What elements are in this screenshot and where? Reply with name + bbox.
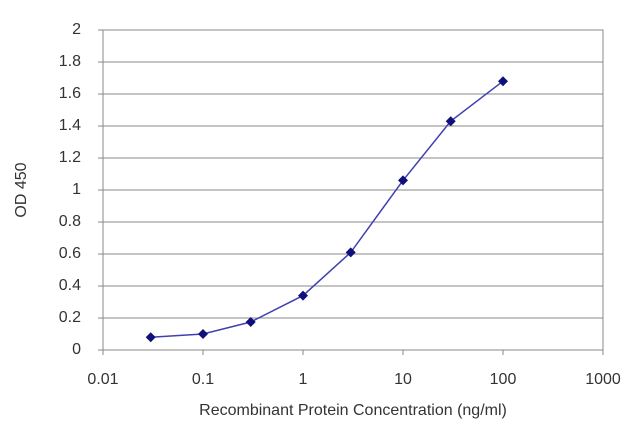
- y-tick-label: 0: [72, 341, 81, 358]
- y-tick-label: 1.8: [59, 53, 81, 70]
- data-point: [298, 290, 308, 301]
- x-tick-label: 0.01: [87, 371, 118, 388]
- y-axis-label: OD 450: [13, 162, 30, 217]
- x-tick-label: 10: [394, 371, 412, 388]
- y-tick-label: 1.4: [59, 117, 81, 134]
- data-point: [498, 76, 508, 87]
- data-point: [245, 317, 256, 327]
- data-point: [198, 329, 208, 339]
- y-tick-label: 2: [72, 21, 81, 38]
- series-line: [150, 80, 504, 338]
- plot-border: [102, 29, 604, 351]
- y-tick-label: 1: [72, 181, 81, 198]
- data-point: [445, 116, 456, 127]
- y-tick-label: 0.2: [59, 309, 81, 326]
- data-point: [145, 332, 156, 343]
- data-point: [345, 247, 356, 258]
- x-tick-label: 100: [490, 371, 517, 388]
- x-tick-label: 1000: [585, 371, 621, 388]
- x-tick-label: 1: [299, 371, 308, 388]
- y-tick-label: 1.2: [59, 149, 81, 166]
- x-tick-label: 0.1: [192, 371, 214, 388]
- data-point: [398, 175, 408, 186]
- y-tick-label: 0.4: [59, 277, 81, 294]
- x-axis-label: Recombinant Protein Concentration (ng/ml…: [199, 402, 507, 419]
- y-tick-label: 1.6: [59, 85, 81, 102]
- y-tick-label: 0.8: [59, 213, 81, 230]
- y-tick-label: 0.6: [59, 245, 81, 262]
